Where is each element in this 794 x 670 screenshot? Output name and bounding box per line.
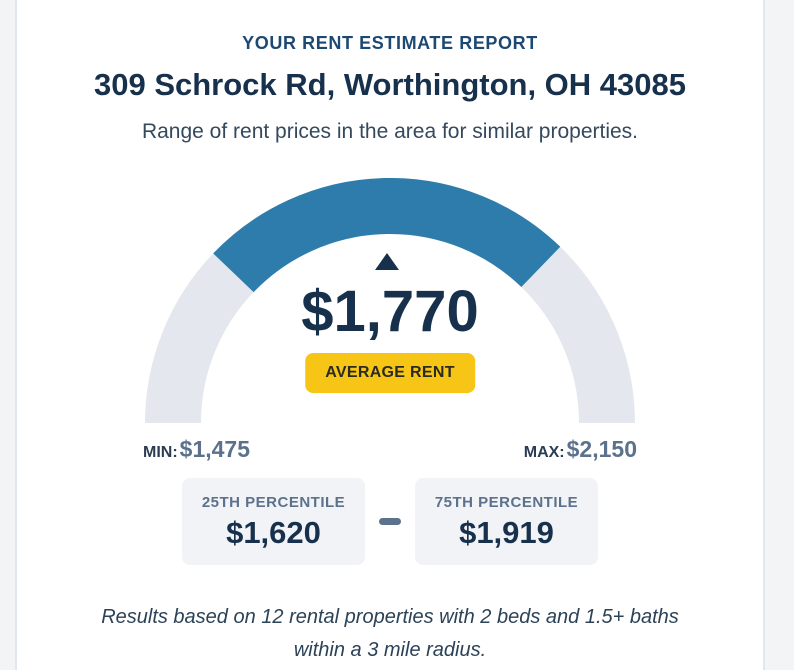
- report-subtitle: Range of rent prices in the area for sim…: [141, 120, 639, 143]
- min-value: $1,475: [179, 436, 251, 462]
- results-footnote: Results based on 12 rental properties wi…: [101, 606, 679, 661]
- rent-report-card: YOUR RENT ESTIMATE REPORT 309 Schrock Rd…: [15, 0, 765, 670]
- average-rent-badge: AVERAGE RENT: [305, 353, 475, 393]
- max-label: MAX:: [523, 444, 565, 461]
- max-rent: MAX: $2,150: [524, 436, 637, 463]
- percentile-25-box: 25TH PERCENTILE $1,620: [182, 478, 365, 565]
- gauge-arcs: [145, 178, 635, 424]
- average-rent-value: $1,770: [301, 279, 479, 344]
- min-rent: MIN: $1,475: [143, 436, 250, 463]
- average-pointer-triangle-icon: [375, 253, 399, 270]
- min-max-row: MIN: $1,475 MAX: $2,150: [143, 436, 637, 463]
- percentile-75-value: $1,919: [459, 514, 554, 550]
- rent-gauge-chart: $1,770 AVERAGE RENT: [145, 178, 635, 424]
- percentile-75-box: 75TH PERCENTILE $1,919: [415, 478, 598, 565]
- range-dash-icon: [379, 518, 401, 525]
- percentile-25-label: 25TH PERCENTILE: [201, 493, 346, 511]
- percentile-row: 25TH PERCENTILE $1,620 75TH PERCENTILE $…: [17, 478, 763, 565]
- percentile-25-value: $1,620: [226, 514, 321, 550]
- percentile-75-label: 75TH PERCENTILE: [434, 493, 579, 511]
- min-label: MIN:: [143, 444, 178, 461]
- report-eyebrow-title: YOUR RENT ESTIMATE REPORT: [242, 33, 538, 53]
- gauge-highlight-arc: [213, 178, 561, 293]
- max-value: $2,150: [566, 436, 637, 462]
- property-address: 309 Schrock Rd, Worthington, OH 43085: [93, 67, 686, 102]
